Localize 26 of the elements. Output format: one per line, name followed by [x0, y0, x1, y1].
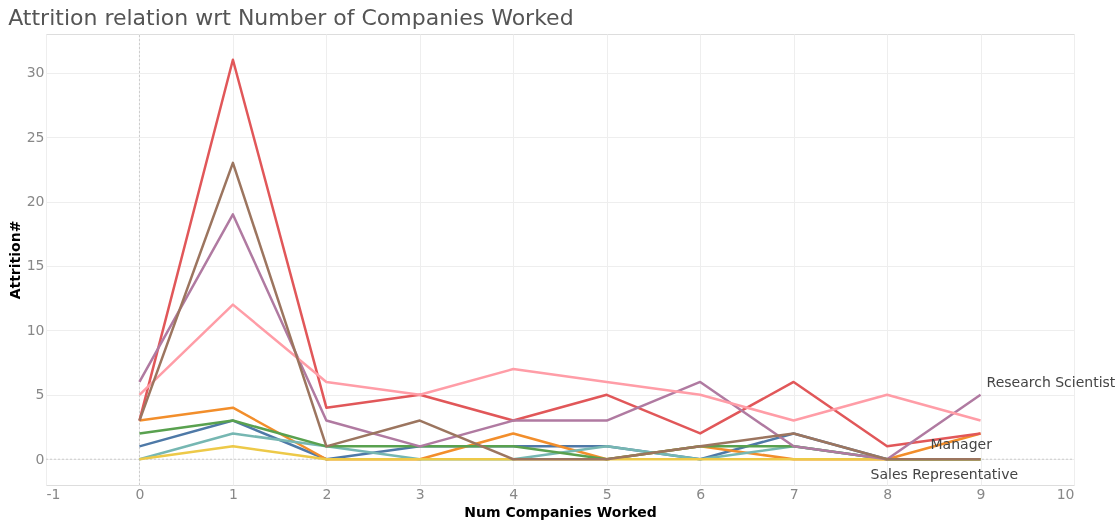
x-axis-title: Num Companies Worked — [464, 503, 657, 520]
series-label: Research Scientist — [986, 373, 1116, 390]
x-tick-label: 5 — [602, 485, 612, 502]
x-tick-label: 6 — [696, 485, 706, 502]
y-tick-label: 10 — [26, 321, 45, 338]
y-tick-label: 30 — [26, 64, 45, 81]
y-tick-label: 15 — [26, 257, 45, 274]
x-tick-label: 7 — [789, 485, 799, 502]
x-tick-label: 0 — [135, 485, 145, 502]
chart-title: Attrition relation wrt Number of Companies Worked — [8, 4, 574, 30]
x-tick-label: 4 — [509, 485, 519, 502]
x-tick-label: 2 — [322, 485, 332, 502]
line-series — [138, 303, 982, 422]
x-tick-label: -1 — [46, 485, 61, 502]
y-tick-label: 5 — [35, 386, 45, 403]
x-tick-label: 1 — [228, 485, 238, 502]
series-label: Sales Representative — [870, 466, 1019, 483]
y-tick-label: 20 — [26, 193, 45, 210]
x-tick-label: 8 — [883, 485, 893, 502]
x-tick-label: 9 — [976, 485, 986, 502]
x-tick-label: 10 — [1056, 485, 1075, 502]
y-tick-label: 25 — [26, 128, 45, 145]
x-tick-label: 3 — [415, 485, 425, 502]
y-tick-label: 0 — [35, 450, 45, 467]
y-axis-title: Attrition# — [6, 220, 23, 300]
series-label: Manager — [930, 436, 993, 453]
